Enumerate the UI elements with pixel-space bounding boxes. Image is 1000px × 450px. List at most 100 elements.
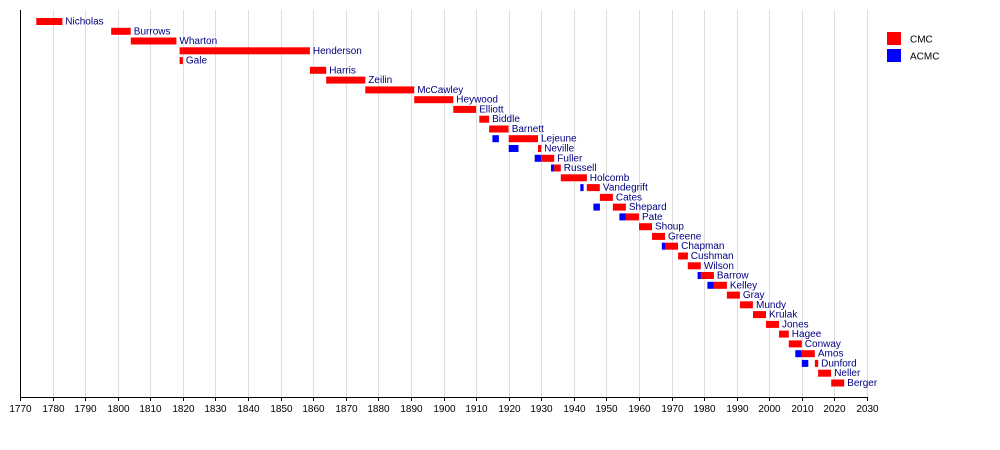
- bar-fuller-acmc-0: [534, 154, 542, 162]
- bar-kelley-acmc-0: [707, 281, 714, 289]
- bar-neville-acmc-0: [508, 145, 519, 152]
- bar-lejeune-acmc-0: [492, 135, 499, 143]
- bar-amos-cmc-1: [801, 350, 815, 358]
- x-tick-label: 1870: [335, 404, 358, 415]
- bar-label: McCawley: [417, 85, 463, 96]
- bar-label: Biddle: [492, 114, 520, 125]
- bar-barnett-cmc-0: [489, 125, 509, 133]
- bar-label: Neller: [834, 368, 861, 379]
- bar-label: Krulak: [769, 310, 798, 321]
- bar-hagee-cmc-0: [779, 330, 789, 338]
- bar-jones-cmc-0: [766, 320, 779, 328]
- x-tick-label: 1960: [628, 404, 651, 415]
- bar-nicholas-cmc-0: [36, 18, 63, 25]
- bar-label: Wilson: [704, 261, 734, 272]
- bar-label: Vandegrift: [603, 183, 648, 194]
- bar-label: Greene: [668, 231, 702, 242]
- bar-label: Kelley: [730, 280, 757, 291]
- bar-label: Conway: [805, 339, 841, 350]
- bar-wharton-cmc-0: [130, 37, 177, 45]
- bar-berger-cmc-0: [831, 379, 845, 387]
- x-tick-label: 1850: [270, 404, 293, 415]
- bar-mundy-cmc-0: [739, 301, 753, 309]
- x-tick-label: 1890: [400, 404, 423, 415]
- x-tick-label: 2000: [758, 404, 781, 415]
- bar-label: Barrow: [717, 271, 749, 282]
- x-tick-label: 2010: [791, 404, 814, 415]
- bar-holcomb-cmc-0: [560, 174, 587, 182]
- bar-labels: Nicholas Burrows Wharton Henderson Gale Harri…: [65, 17, 878, 390]
- bar-chapman-cmc-1: [665, 242, 678, 250]
- bar-kelley-cmc-1: [713, 281, 727, 289]
- bar-fuller-cmc-1: [541, 154, 555, 162]
- x-tick-label: 1830: [204, 404, 227, 415]
- bar-henderson-cmc-0: [179, 47, 183, 55]
- x-tick-label: 1920: [498, 404, 521, 415]
- legend: CMC ACMC: [887, 32, 939, 63]
- bar-label: Burrows: [134, 26, 171, 37]
- bar-shepard-cmc-1: [612, 203, 626, 211]
- bar-label: Mundy: [756, 300, 786, 311]
- bar-neller-cmc-0: [818, 369, 832, 377]
- x-tick-label: 1780: [42, 404, 65, 415]
- bar-harris-cmc-0: [309, 66, 327, 74]
- bar-amos-acmc-0: [795, 350, 802, 358]
- x-tick-label: 1910: [465, 404, 488, 415]
- bar-krulak-cmc-0: [753, 311, 766, 319]
- bar-label: Gale: [186, 56, 208, 67]
- legend-label-acmc: ACMC: [910, 52, 939, 63]
- bar-biddle-cmc-0: [479, 115, 490, 123]
- x-tick-label: 1860: [302, 404, 325, 415]
- x-tick-label: 1820: [172, 404, 195, 415]
- bar-label: Amos: [818, 349, 844, 360]
- bar-russell-acmc-0: [551, 164, 555, 172]
- x-tick-label: 1810: [139, 404, 162, 415]
- bar-greene-cmc-0: [652, 232, 665, 240]
- bar-chapman-acmc-0: [661, 242, 666, 250]
- bar-wilson-cmc-0: [687, 262, 701, 270]
- bar-label: Harris: [329, 65, 356, 76]
- bar-label: Russell: [564, 163, 597, 174]
- bar-label: Elliott: [479, 104, 504, 115]
- bar-label: Holcomb: [590, 173, 630, 184]
- x-tick-label: 1880: [367, 404, 390, 415]
- bar-gray-cmc-0: [726, 291, 740, 299]
- bar-label: Nicholas: [65, 17, 103, 28]
- legend-label-cmc: CMC: [910, 35, 933, 46]
- x-tick-label: 1900: [433, 404, 456, 415]
- bar-shoup-cmc-0: [639, 223, 652, 231]
- bar-gale-cmc-0: [179, 57, 183, 65]
- bar-label: Barnett: [512, 124, 544, 135]
- x-tick-label: 1970: [661, 404, 684, 415]
- legend-swatch-acmc: [887, 49, 901, 62]
- bar-barrow-cmc-1: [700, 272, 714, 279]
- x-tick-label: 1950: [595, 404, 618, 415]
- x-tick-label: 1930: [530, 404, 553, 415]
- x-tick-label: 1980: [693, 404, 716, 415]
- bar-cates-cmc-0: [599, 193, 613, 201]
- bar-pate-acmc-0: [619, 213, 626, 221]
- bar-label: Gray: [743, 290, 765, 301]
- bar-dunford-acmc-0: [801, 359, 809, 367]
- bar-zeilin-cmc-0: [326, 76, 366, 84]
- x-axis: 1770 1780 1790 1800 1810 1820 1830 1840 1850 1860…: [9, 10, 879, 415]
- x-tick-label: 1770: [9, 404, 32, 415]
- bar-label: Zeilin: [368, 75, 392, 86]
- x-tick-label: 1800: [107, 404, 130, 415]
- bar-label: Shoup: [655, 222, 684, 233]
- grid: [20, 10, 868, 397]
- bar-burrows-cmc-0: [111, 27, 131, 35]
- x-tick-label: 1940: [563, 404, 586, 415]
- bar-mccawley-cmc-0: [365, 86, 415, 94]
- bar-label: Shepard: [629, 202, 667, 213]
- bar-label: Hagee: [792, 329, 822, 340]
- x-tick-label: 2030: [856, 404, 879, 415]
- bars: [36, 18, 845, 387]
- bar-conway-cmc-0: [788, 340, 802, 348]
- bar-label: Cushman: [691, 251, 734, 262]
- bar-label: Wharton: [179, 36, 217, 47]
- bar-label: Henderson: [313, 46, 362, 57]
- bar-label: Dunford: [821, 358, 857, 369]
- bar-label: Heywood: [456, 95, 498, 106]
